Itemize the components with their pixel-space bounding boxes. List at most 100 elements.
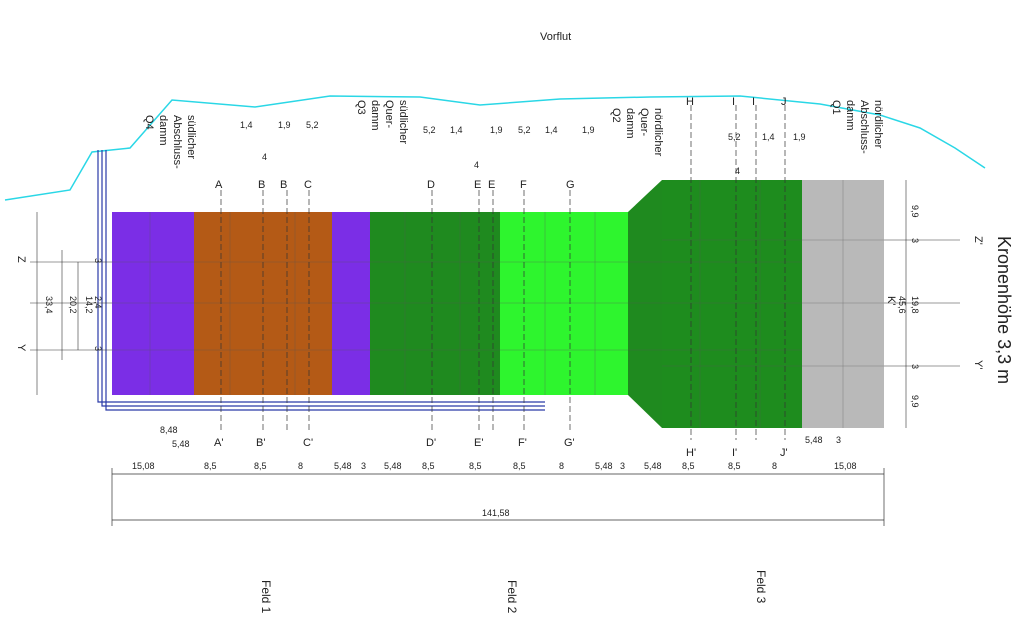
dam-q4-line4: Q4	[143, 115, 155, 130]
dam-q2-line4: Q2	[610, 108, 622, 123]
dim-text: 1,4	[240, 120, 253, 130]
dam-q1-line3: damm	[844, 100, 856, 131]
dam-q3-line2: Quer-	[383, 100, 395, 128]
dim-text: 3	[910, 364, 920, 369]
dim-text: 1,9	[582, 125, 595, 135]
dam-q4-block	[112, 212, 194, 395]
section-label-e-prime: E'	[474, 437, 483, 449]
dam-q3-line4: Q3	[355, 100, 367, 115]
dam-q2-line3: damm	[624, 108, 636, 139]
dim-text: 19,8	[910, 296, 920, 314]
section-label-b-prime: B'	[256, 437, 265, 449]
field-3-label: Feld 3	[754, 570, 768, 604]
right-dims	[884, 180, 960, 428]
dam-q3-block	[332, 212, 370, 395]
section-label-f-prime: F'	[518, 437, 527, 449]
section-label-i2: I	[752, 96, 755, 108]
bottom-dim-labels: 15,08 8,5 8,5 8 5,48 3 5,48 8,5 8,5 8,5 8 5,48 3 5,48…	[132, 461, 857, 471]
dim-text: 5,2	[518, 125, 531, 135]
dam-q2-line1: nördlicher	[652, 108, 664, 157]
dim-text: 9,9	[910, 395, 920, 408]
dim-text: 1,9	[278, 120, 291, 130]
dim-text: 1,4	[545, 125, 558, 135]
section-label-j-prime: J'	[780, 447, 788, 459]
section-label-e2: E	[488, 179, 495, 191]
section-label-i1: I	[732, 96, 735, 108]
section-label-c-prime: C'	[303, 437, 313, 449]
axis-label-z: Z	[15, 256, 27, 263]
lower-small-dims: 8,48 5,48 5,48 3	[160, 425, 841, 449]
dim-text: 9,9	[910, 205, 920, 218]
dam-q4-line3: damm	[157, 115, 169, 146]
axis-label-y-prime: Y'	[972, 360, 984, 369]
dim-text: 5,2	[423, 125, 436, 135]
dim-text: 4	[474, 160, 479, 170]
section-label-a: A	[215, 179, 223, 191]
dim-text: 3	[93, 258, 103, 263]
dam-q4-line2: Abschluss-	[171, 115, 183, 169]
bottom-dim-value: 8,5	[513, 461, 526, 471]
field-3-block	[662, 180, 802, 428]
dim-text: 45,6	[897, 296, 907, 314]
field-2-dark-block	[370, 212, 500, 395]
dim-text: 5,48	[172, 439, 190, 449]
section-labels-top: A B B C D E E F G H I I J	[215, 96, 787, 191]
top-small-dims: 1,4 1,9 5,2 4 1,4 5,2 1,9 5,2 1,4 1,9 4 …	[240, 120, 806, 176]
dim-text: 2,4	[93, 296, 103, 309]
dam-q4-line1: südlicher	[185, 115, 197, 159]
bottom-dim-value: 15,08	[834, 461, 857, 471]
bottom-dim-value: 8,5	[728, 461, 741, 471]
bottom-dim-value: 5,48	[595, 461, 613, 471]
river-line	[4, 95, 986, 201]
section-label-e1: E	[474, 179, 481, 191]
vorflut-label: Vorflut	[540, 31, 571, 43]
dam-q3-line3: damm	[369, 100, 381, 131]
bottom-dim-value: 8,5	[422, 461, 435, 471]
section-label-d-prime: D'	[426, 437, 436, 449]
dam-q1-line2: Abschluss-	[858, 100, 870, 154]
axis-label-z-prime: Z'	[972, 236, 984, 245]
dim-text: 5,48	[805, 435, 823, 445]
bottom-dim-value: 5,48	[644, 461, 662, 471]
dam-label-q2: nördlicher Quer- damm Q2	[610, 108, 664, 157]
dam-label-q3: südlicher Quer- damm Q3	[355, 100, 409, 144]
section-labels-bottom: A' B' C' D' E' F' G' H' I' J'	[214, 437, 788, 459]
dim-text: 1,9	[490, 125, 503, 135]
dim-text: 33,4	[44, 296, 54, 314]
dim-text: 1,4	[450, 125, 463, 135]
section-label-i-prime: I'	[732, 447, 737, 459]
bottom-dim-value: 8,5	[469, 461, 482, 471]
dim-text: 20,2	[68, 296, 78, 314]
bottom-dim-value: 8	[772, 461, 777, 471]
bottom-dim-value: 3	[361, 461, 366, 471]
section-label-h-prime: H'	[686, 447, 696, 459]
section-label-g-prime: G'	[564, 437, 575, 449]
axis-label-k-prime: K'	[885, 296, 897, 305]
dam-q2-transition	[628, 180, 662, 428]
bottom-dim-value: 8,5	[254, 461, 267, 471]
dim-text: 1,4	[762, 132, 775, 142]
dim-text: 5,2	[728, 132, 741, 142]
axis-label-y: Y	[15, 344, 27, 352]
block-gridlines	[112, 180, 884, 428]
section-label-d: D	[427, 179, 435, 191]
bottom-dim-value: 8,5	[682, 461, 695, 471]
bottom-dim-value: 8	[298, 461, 303, 471]
bottom-dim-value: 5,48	[334, 461, 352, 471]
drain-pipes	[97, 150, 545, 411]
right-dim-labels: 9,9 3 19,8 45,6 3 9,9	[897, 205, 920, 408]
section-label-g: G	[566, 179, 575, 191]
field-1-label: Feld 1	[259, 580, 273, 614]
bottom-dim-value: 3	[620, 461, 625, 471]
dim-text: 3	[93, 346, 103, 351]
left-dims	[30, 212, 112, 395]
crest-height-label: Kronenhöhe 3,3 m	[994, 236, 1014, 384]
dam-q2-line2: Quer-	[638, 108, 650, 136]
bottom-dim-value: 15,08	[132, 461, 155, 471]
field-2-label: Feld 2	[505, 580, 519, 614]
dim-text: 8,48	[160, 425, 178, 435]
section-label-f: F	[520, 179, 527, 191]
dam-q1-line4: Q1	[830, 100, 842, 115]
section-label-h: H	[686, 96, 694, 108]
